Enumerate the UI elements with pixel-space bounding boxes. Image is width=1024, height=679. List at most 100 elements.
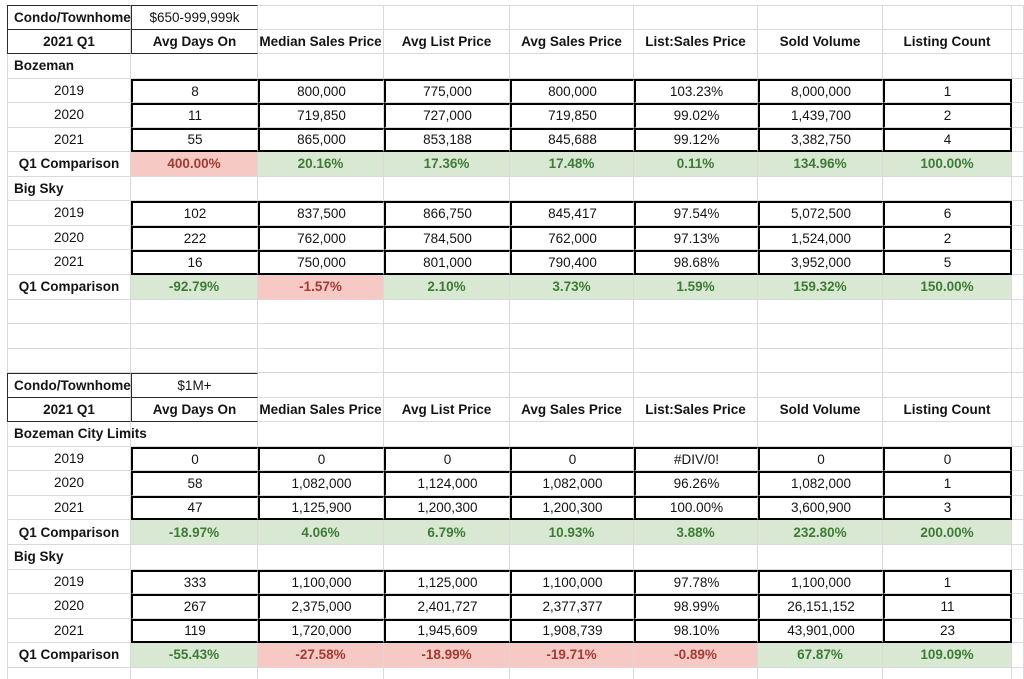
comparison-value-cell[interactable]: 4.06% bbox=[258, 520, 384, 546]
value-cell[interactable]: 58 bbox=[131, 471, 258, 496]
value-cell[interactable]: 1,100,000 bbox=[758, 569, 883, 595]
value-cell[interactable]: 1,439,700 bbox=[758, 103, 883, 128]
value-cell[interactable]: 4 bbox=[883, 127, 1012, 153]
comparison-label-cell[interactable]: Q1 Comparison bbox=[7, 520, 131, 546]
category-cell[interactable]: Condo/Townhome bbox=[7, 373, 131, 398]
value-cell[interactable]: 845,417 bbox=[510, 201, 634, 226]
value-cell[interactable]: 1,124,000 bbox=[384, 471, 510, 496]
column-header-cell[interactable]: List:Sales Price bbox=[634, 29, 758, 55]
comparison-value-cell[interactable]: -27.58% bbox=[258, 643, 384, 668]
price-range-cell[interactable]: $1M+ bbox=[131, 373, 258, 398]
year-cell[interactable]: 2021 bbox=[7, 127, 131, 153]
value-cell[interactable]: 333 bbox=[131, 569, 258, 595]
value-cell[interactable]: 98.10% bbox=[634, 618, 758, 644]
comparison-value-cell[interactable]: 1.59% bbox=[634, 275, 758, 300]
value-cell[interactable]: 1,082,000 bbox=[510, 471, 634, 496]
value-cell[interactable]: 0 bbox=[883, 446, 1012, 472]
value-cell[interactable]: 98.99% bbox=[634, 594, 758, 619]
value-cell[interactable]: 99.12% bbox=[634, 127, 758, 153]
value-cell[interactable]: 11 bbox=[131, 103, 258, 128]
value-cell[interactable]: 1,125,000 bbox=[384, 569, 510, 595]
value-cell[interactable]: 1,200,300 bbox=[510, 495, 634, 521]
column-header-cell[interactable]: Avg List Price bbox=[384, 397, 510, 423]
comparison-label-cell[interactable]: Q1 Comparison bbox=[7, 275, 131, 300]
value-cell[interactable]: 96.26% bbox=[634, 471, 758, 496]
value-cell[interactable]: 719,850 bbox=[258, 103, 384, 128]
value-cell[interactable]: 1,200,300 bbox=[384, 495, 510, 521]
value-cell[interactable]: 3 bbox=[883, 495, 1012, 521]
value-cell[interactable]: 119 bbox=[131, 618, 258, 644]
value-cell[interactable]: 1 bbox=[883, 471, 1012, 496]
value-cell[interactable]: 790,400 bbox=[510, 250, 634, 276]
value-cell[interactable]: 800,000 bbox=[510, 78, 634, 104]
value-cell[interactable]: 11 bbox=[883, 594, 1012, 619]
value-cell[interactable]: 97.13% bbox=[634, 225, 758, 251]
value-cell[interactable]: 2,401,727 bbox=[384, 594, 510, 619]
comparison-label-cell[interactable]: Q1 Comparison bbox=[7, 152, 131, 177]
value-cell[interactable]: 750,000 bbox=[258, 250, 384, 276]
column-header-cell[interactable]: Median Sales Price bbox=[258, 397, 384, 423]
comparison-value-cell[interactable]: 20.16% bbox=[258, 152, 384, 177]
year-cell[interactable]: 2019 bbox=[7, 569, 131, 595]
value-cell[interactable]: #DIV/0! bbox=[634, 446, 758, 472]
value-cell[interactable]: 267 bbox=[131, 594, 258, 619]
comparison-value-cell[interactable]: 10.93% bbox=[510, 520, 634, 546]
value-cell[interactable]: 100.00% bbox=[634, 495, 758, 521]
value-cell[interactable]: 222 bbox=[131, 225, 258, 251]
value-cell[interactable]: 8 bbox=[131, 78, 258, 104]
value-cell[interactable]: 97.78% bbox=[634, 569, 758, 595]
year-cell[interactable]: 2021 bbox=[7, 250, 131, 276]
value-cell[interactable]: 2,377,377 bbox=[510, 594, 634, 619]
column-header-cell[interactable]: Avg Days On bbox=[131, 397, 258, 423]
year-cell[interactable]: 2019 bbox=[7, 201, 131, 226]
comparison-value-cell[interactable]: -18.97% bbox=[131, 520, 258, 546]
section-label-cell[interactable]: Big Sky bbox=[7, 545, 131, 570]
value-cell[interactable]: 0 bbox=[258, 446, 384, 472]
value-cell[interactable]: 719,850 bbox=[510, 103, 634, 128]
value-cell[interactable]: 865,000 bbox=[258, 127, 384, 153]
comparison-value-cell[interactable]: 0.11% bbox=[634, 152, 758, 177]
value-cell[interactable]: 762,000 bbox=[510, 225, 634, 251]
column-header-cell[interactable]: Median Sales Price bbox=[258, 29, 384, 55]
year-cell[interactable]: 2020 bbox=[7, 225, 131, 251]
column-header-cell[interactable]: Sold Volume bbox=[758, 397, 883, 423]
comparison-value-cell[interactable]: 2.10% bbox=[384, 275, 510, 300]
value-cell[interactable]: 8,000,000 bbox=[758, 78, 883, 104]
year-cell[interactable]: 2020 bbox=[7, 471, 131, 496]
section-label-cell[interactable]: Bozeman bbox=[7, 54, 131, 79]
value-cell[interactable]: 55 bbox=[131, 127, 258, 153]
value-cell[interactable]: 2 bbox=[883, 225, 1012, 251]
value-cell[interactable]: 784,500 bbox=[384, 225, 510, 251]
value-cell[interactable]: 0 bbox=[510, 446, 634, 472]
column-header-cell[interactable]: Avg List Price bbox=[384, 29, 510, 55]
value-cell[interactable]: 1,125,900 bbox=[258, 495, 384, 521]
comparison-value-cell[interactable]: -92.79% bbox=[131, 275, 258, 300]
comparison-value-cell[interactable]: 6.79% bbox=[384, 520, 510, 546]
year-cell[interactable]: 2020 bbox=[7, 103, 131, 128]
value-cell[interactable]: 47 bbox=[131, 495, 258, 521]
value-cell[interactable]: 16 bbox=[131, 250, 258, 276]
comparison-value-cell[interactable]: 159.32% bbox=[758, 275, 883, 300]
value-cell[interactable]: 727,000 bbox=[384, 103, 510, 128]
value-cell[interactable]: 3,600,900 bbox=[758, 495, 883, 521]
value-cell[interactable]: 23 bbox=[883, 618, 1012, 644]
value-cell[interactable]: 1 bbox=[883, 78, 1012, 104]
comparison-value-cell[interactable]: 134.96% bbox=[758, 152, 883, 177]
comparison-value-cell[interactable]: 17.48% bbox=[510, 152, 634, 177]
category-cell[interactable]: Condo/Townhome bbox=[7, 5, 131, 30]
value-cell[interactable]: 1,908,739 bbox=[510, 618, 634, 644]
value-cell[interactable]: 1,082,000 bbox=[758, 471, 883, 496]
value-cell[interactable]: 866,750 bbox=[384, 201, 510, 226]
value-cell[interactable]: 853,188 bbox=[384, 127, 510, 153]
value-cell[interactable]: 0 bbox=[758, 446, 883, 472]
comparison-value-cell[interactable]: 400.00% bbox=[131, 152, 258, 177]
comparison-value-cell[interactable]: 200.00% bbox=[883, 520, 1012, 546]
comparison-value-cell[interactable]: 150.00% bbox=[883, 275, 1012, 300]
column-header-cell[interactable]: Avg Sales Price bbox=[510, 29, 634, 55]
comparison-value-cell[interactable]: -18.99% bbox=[384, 643, 510, 668]
price-range-cell[interactable]: $650-999,999k bbox=[131, 5, 258, 30]
comparison-value-cell[interactable]: 100.00% bbox=[883, 152, 1012, 177]
value-cell[interactable]: 775,000 bbox=[384, 78, 510, 104]
comparison-value-cell[interactable]: 232.80% bbox=[758, 520, 883, 546]
value-cell[interactable]: 801,000 bbox=[384, 250, 510, 276]
